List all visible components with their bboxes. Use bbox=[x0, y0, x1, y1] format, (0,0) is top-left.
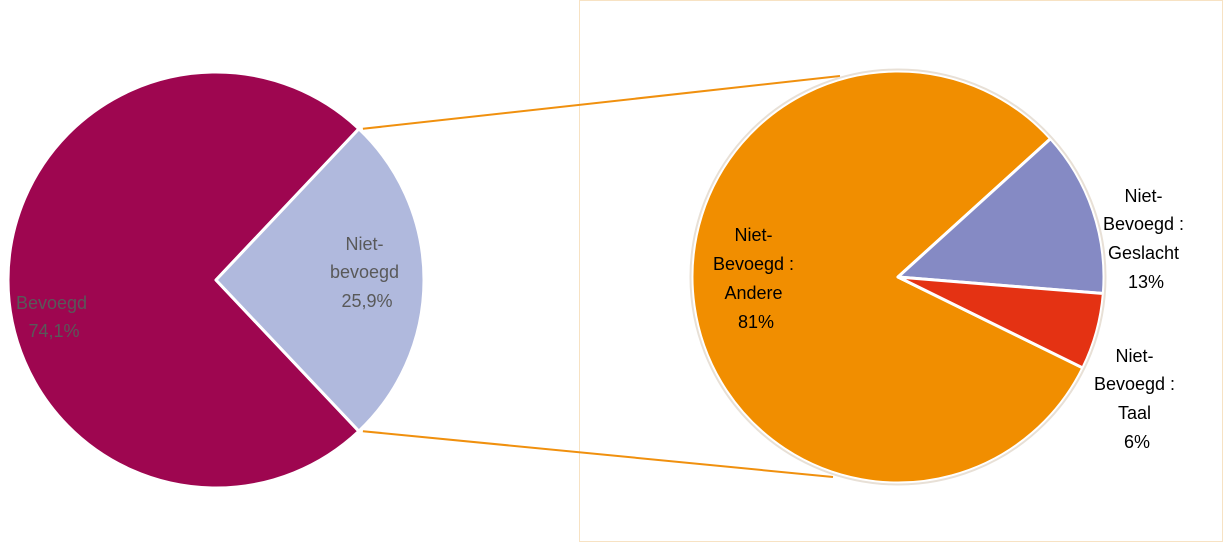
slice-label-bevoegd: Bevoegd 74,1% bbox=[16, 293, 92, 341]
slice-label-geslacht: Niet- Bevoegd : Geslacht 13% bbox=[1103, 186, 1189, 292]
slice-label-taal: Niet- Bevoegd : Taal 6% bbox=[1094, 346, 1180, 452]
detail-pie bbox=[689, 68, 1107, 486]
detail-slice-0 bbox=[690, 69, 1085, 485]
slice-label-niet-bevoegd: Niet- bevoegd 25,9% bbox=[330, 234, 404, 311]
slice-label-andere: Niet- Bevoegd : Andere 81% bbox=[713, 225, 799, 332]
connector-line-bottom bbox=[362, 430, 834, 478]
detail-slice-2 bbox=[896, 275, 1105, 370]
main-slice-0 bbox=[6, 70, 361, 490]
connector-lines bbox=[362, 75, 841, 478]
connector-line-top bbox=[362, 75, 841, 130]
detail-slice-1 bbox=[896, 137, 1106, 296]
detail-pie-outline bbox=[689, 68, 1107, 486]
main-slice-1 bbox=[214, 127, 426, 433]
main-pie bbox=[6, 70, 426, 490]
